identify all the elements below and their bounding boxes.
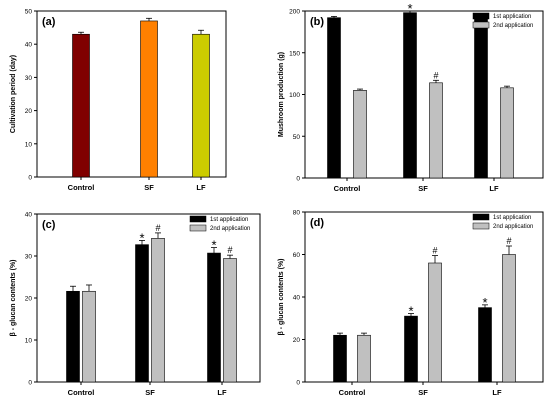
significance-star: * — [407, 1, 412, 16]
panel-b: 0 50 100 150 200 Mushroom production (g) (b) Co… — [278, 1, 544, 193]
bar-first-control — [66, 290, 80, 383]
y-axis-label: β - glucan contents (%) — [278, 259, 285, 336]
panel-d: 0 20 40 60 80 β - glucan contents (%) (d) Contr… — [278, 210, 544, 397]
x-tick-label: Control — [68, 388, 95, 397]
legend-swatch-first — [472, 213, 490, 221]
bar-first-sf — [404, 315, 418, 383]
panel-label: (a) — [42, 16, 56, 28]
y-tick-label: 40 — [25, 212, 33, 219]
x-tick-label: Control — [68, 183, 95, 192]
legend-label-first: 1st application — [493, 215, 531, 221]
y-tick-label: 20 — [293, 337, 301, 344]
y-axis-label: β - glucan contents (%) — [10, 260, 17, 337]
x-tick-label: SF — [145, 388, 155, 397]
bar-second-lf — [223, 258, 237, 383]
y-tick-label: 200 — [289, 9, 300, 16]
bar-second-control — [82, 290, 96, 383]
significance-hash: # — [155, 223, 160, 233]
legend-label-first: 1st application — [210, 217, 248, 223]
significance-star: * — [139, 230, 144, 245]
bar-second-sf — [151, 238, 165, 383]
legend-label-second: 2nd application — [493, 23, 533, 29]
y-axis-label: Cultivation period (day) — [10, 55, 17, 133]
x-tick-label: Control — [339, 388, 366, 397]
y-tick-label: 0 — [296, 380, 300, 387]
y-tick-label: 20 — [25, 296, 33, 303]
y-tick-label: 0 — [28, 380, 32, 387]
x-tick-label: LF — [489, 184, 499, 193]
x-tick-label: LF — [492, 388, 502, 397]
panel-label: (b) — [310, 16, 324, 28]
legend-swatch-second — [472, 21, 490, 29]
y-tick-label: 150 — [289, 50, 300, 57]
y-axis-label: Mushroom production (g) — [278, 52, 285, 137]
significance-star: * — [211, 238, 216, 253]
x-tick-label: LF — [217, 388, 227, 397]
y-tick-label: 50 — [25, 9, 33, 16]
y-tick-label: 60 — [293, 252, 301, 259]
legend-swatch-second — [472, 222, 490, 230]
significance-hash: # — [433, 70, 438, 80]
y-tick-label: 40 — [25, 42, 33, 49]
y-tick-label: 10 — [25, 141, 33, 148]
bar-second-control — [357, 334, 371, 383]
y-tick-label: 30 — [25, 75, 33, 82]
x-tick-label: LF — [196, 183, 206, 192]
y-tick-label: 40 — [293, 295, 301, 302]
bar-first-control — [327, 17, 341, 179]
x-tick-label: Control — [334, 184, 361, 193]
legend-swatch-second — [189, 224, 207, 232]
panel-label: (c) — [42, 219, 56, 231]
legend-swatch-first — [472, 12, 490, 20]
legend-label-first: 1st application — [493, 14, 531, 20]
y-tick-label: 20 — [25, 108, 33, 115]
significance-hash: # — [227, 245, 232, 255]
panel-a: 0 10 20 30 40 50 Cultivation period (day) (a) Co… — [10, 9, 227, 192]
y-tick-label: 10 — [25, 338, 33, 345]
legend-swatch-first — [189, 215, 207, 223]
x-tick-label: SF — [144, 183, 154, 192]
bar-second-sf — [428, 262, 442, 383]
bar-second-lf — [502, 254, 516, 383]
y-tick-label: 30 — [25, 254, 33, 261]
significance-hash: # — [506, 236, 511, 246]
bar-second-control — [353, 90, 367, 179]
bar-control — [72, 33, 90, 178]
bar-sf — [140, 20, 158, 178]
panel-label: (d) — [310, 217, 324, 229]
bar-first-sf — [135, 244, 149, 383]
bar-second-lf — [500, 87, 514, 179]
bar-first-lf — [207, 252, 221, 383]
legend-label-second: 2nd application — [493, 224, 533, 230]
bar-first-lf — [478, 307, 492, 383]
panel-c: 0 10 20 30 40 β - glucan contents (%) (c) Contr… — [10, 212, 261, 397]
y-tick-label: 50 — [293, 134, 301, 141]
y-tick-label: 80 — [293, 210, 301, 217]
significance-star: * — [408, 304, 413, 319]
y-tick-label: 0 — [28, 175, 32, 182]
y-tick-label: 100 — [289, 92, 300, 99]
x-tick-label: SF — [418, 388, 428, 397]
x-tick-label: SF — [418, 184, 428, 193]
bar-first-sf — [403, 12, 417, 179]
bar-first-control — [333, 334, 347, 383]
bar-lf — [192, 33, 210, 178]
y-tick-label: 0 — [296, 176, 300, 183]
legend-label-second: 2nd application — [210, 226, 250, 232]
significance-hash: # — [432, 246, 437, 256]
significance-star: * — [482, 295, 487, 310]
plot-frame — [36, 10, 227, 178]
bar-first-lf — [474, 18, 488, 179]
bar-second-sf — [429, 82, 443, 179]
